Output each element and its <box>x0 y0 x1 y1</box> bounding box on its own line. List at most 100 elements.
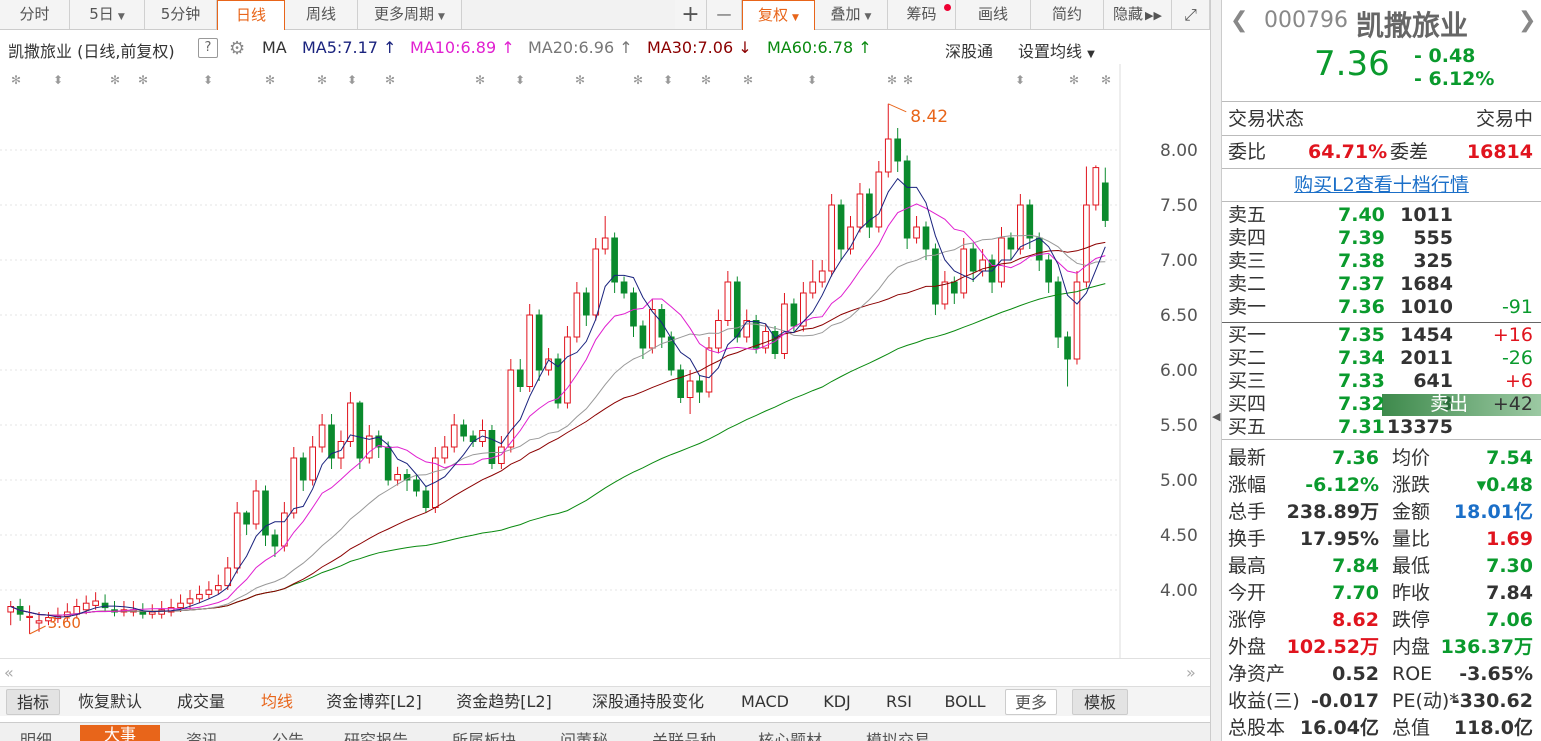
panel-splitter[interactable]: ◀ <box>1210 0 1222 741</box>
tab-weekly[interactable]: 周线 <box>285 0 358 29</box>
stat-label: 收益(三) <box>1228 690 1300 712</box>
candle-body <box>243 512 250 525</box>
tab-5day[interactable]: 5日 ▼ <box>70 0 145 29</box>
zoom-in-button[interactable]: + <box>675 0 707 29</box>
stat-value: 8.62 <box>1332 609 1379 631</box>
ask-row[interactable]: 卖四 7.39 555 <box>1222 227 1541 250</box>
candle-body <box>620 281 628 294</box>
next-stock-icon[interactable]: ❯ <box>1518 8 1537 33</box>
candle-body <box>601 237 609 250</box>
set-ma-dropdown[interactable]: 设置均线 ▼ <box>1018 38 1095 62</box>
l2-link[interactable]: 购买L2查看十档行情 <box>1294 174 1469 196</box>
divider <box>1222 322 1541 323</box>
stat-value: 7.06 <box>1486 609 1533 631</box>
stat-value: 7.30 <box>1486 555 1533 577</box>
ask-row[interactable]: 卖一 7.36 1010 -91 <box>1222 296 1541 319</box>
level-volume: 13375 <box>1386 416 1453 438</box>
tab-sector[interactable]: 所属板块 <box>452 731 517 741</box>
bid-row[interactable]: 买四 7.32 3 +42 卖出 <box>1222 393 1541 416</box>
candle-body <box>582 292 590 316</box>
bid-row[interactable]: 买一 7.35 1454 +16 <box>1222 324 1541 347</box>
tab-events[interactable]: 大事 <box>80 725 160 741</box>
scroll-right-icon[interactable]: » <box>1186 663 1196 682</box>
tab-daily[interactable]: 日线 <box>217 0 285 30</box>
overlay-button[interactable]: 叠加 ▼ <box>815 0 888 29</box>
bid-row[interactable]: 买三 7.33 641 +6 <box>1222 370 1541 393</box>
tab-boll[interactable]: BOLL <box>944 692 986 711</box>
tab-fund-trend[interactable]: 资金趋势[L2] <box>456 692 552 711</box>
tab-5min[interactable]: 5分钟 <box>145 0 217 29</box>
candle-body <box>677 369 684 398</box>
stat-value: ▾0.48 <box>1476 474 1533 496</box>
kline-svg[interactable]: 8.00 7.50 7.00 6.50 6.00 5.50 5.00 4.50 4.00 8.42… <box>0 64 1210 658</box>
event-marker-icon: ✻ <box>903 73 913 87</box>
tab-macd[interactable]: MACD <box>741 692 789 711</box>
hide-button[interactable]: 隐藏 ▶▶ <box>1104 0 1172 29</box>
candle-body <box>1101 182 1109 221</box>
ask-row[interactable]: 卖五 7.40 1011 <box>1222 204 1541 227</box>
ask-row[interactable]: 卖二 7.37 1684 <box>1222 273 1541 296</box>
candle-body <box>186 598 194 604</box>
tab-detail[interactable]: 明细 <box>20 731 53 741</box>
event-marker-icon: ⬍ <box>347 73 357 87</box>
ma5-value: MA5:7.17 ↑ <box>302 38 396 57</box>
tab-news[interactable]: 资讯 <box>186 731 219 741</box>
stat-value: 16.04亿 <box>1299 717 1379 739</box>
tab-sim-trade[interactable]: 模拟交易 <box>866 731 931 741</box>
tab-ma[interactable]: 均线 <box>260 692 293 711</box>
zoom-out-button[interactable]: — <box>707 0 742 29</box>
draw-line-button[interactable]: 画线 <box>956 0 1031 29</box>
stat-label: 净资产 <box>1228 663 1286 685</box>
kline-chart[interactable]: 8.00 7.50 7.00 6.50 6.00 5.50 5.00 4.50 4.00 8.42… <box>0 64 1210 658</box>
tab-kdj[interactable]: KDJ <box>823 692 851 711</box>
tab-label: 分时 <box>19 5 50 23</box>
tab-ask-secretary[interactable]: 问董秘 <box>560 731 609 741</box>
tab-label: 5分钟 <box>160 5 201 23</box>
candle-body <box>913 226 920 239</box>
tab-shengutong-holding[interactable]: 深股通持股变化 <box>591 692 704 711</box>
fullscreen-button[interactable]: ⤢ <box>1172 0 1210 29</box>
stat-label: 外盘 <box>1228 636 1267 658</box>
event-marker-icon: ⬍ <box>203 73 213 87</box>
simple-mode-button[interactable]: 简约 <box>1031 0 1104 29</box>
shengutong-link[interactable]: 深股通 <box>945 42 994 61</box>
level-volume: 641 <box>1413 370 1453 392</box>
prev-stock-icon[interactable]: ❮ <box>1230 8 1249 33</box>
candle-body <box>828 204 835 272</box>
bid-row[interactable]: 买二 7.34 2011 -26 <box>1222 347 1541 370</box>
candle-body <box>866 193 873 228</box>
tab-related[interactable]: 关联品种 <box>652 731 717 741</box>
tab-fenshi[interactable]: 分时 <box>0 0 70 29</box>
scroll-left-icon[interactable]: « <box>4 663 14 682</box>
tab-more[interactable]: 更多 <box>1005 689 1057 715</box>
tab-research[interactable]: 研究报告 <box>344 731 409 741</box>
gear-icon[interactable]: ⚙ <box>229 38 246 59</box>
candle-body <box>299 457 307 481</box>
tab-template[interactable]: 模板 <box>1072 689 1128 715</box>
fuquan-button[interactable]: 复权 ▼ <box>742 0 815 30</box>
arrow-up-icon: ↑ <box>619 38 633 57</box>
y-tick-label: 4.50 <box>1160 526 1198 546</box>
stat-label: 涨幅 <box>1228 474 1267 496</box>
tab-fund-game[interactable]: 资金博弈[L2] <box>326 692 422 711</box>
candle-body <box>101 602 109 609</box>
tab-volume[interactable]: 成交量 <box>176 692 225 711</box>
help-icon[interactable]: ? <box>198 38 218 58</box>
candle-body <box>82 602 90 611</box>
tab-more-periods[interactable]: 更多周期 ▼ <box>358 0 462 29</box>
ask-row[interactable]: 卖三 7.38 325 <box>1222 250 1541 273</box>
chip-button[interactable]: 筹码 <box>888 0 956 29</box>
low-price-label: 3.60 <box>48 614 81 632</box>
candle-body <box>1035 237 1043 261</box>
tab-indicator[interactable]: 指标 <box>6 689 60 715</box>
event-marker-icon: ⬍ <box>515 73 525 87</box>
tab-core-theme[interactable]: 核心题材 <box>758 731 823 741</box>
tab-rsi[interactable]: RSI <box>886 692 912 711</box>
level-volume: 1684 <box>1400 273 1453 295</box>
collapse-arrow-icon[interactable]: ◀ <box>1212 410 1221 423</box>
tab-restore-default[interactable]: 恢复默认 <box>77 692 142 711</box>
tab-announcement[interactable]: 公告 <box>272 731 305 741</box>
bid-row[interactable]: 买五 7.31 13375 <box>1222 416 1541 439</box>
candle-body <box>837 204 845 250</box>
y-tick-label: 4.00 <box>1160 581 1198 601</box>
